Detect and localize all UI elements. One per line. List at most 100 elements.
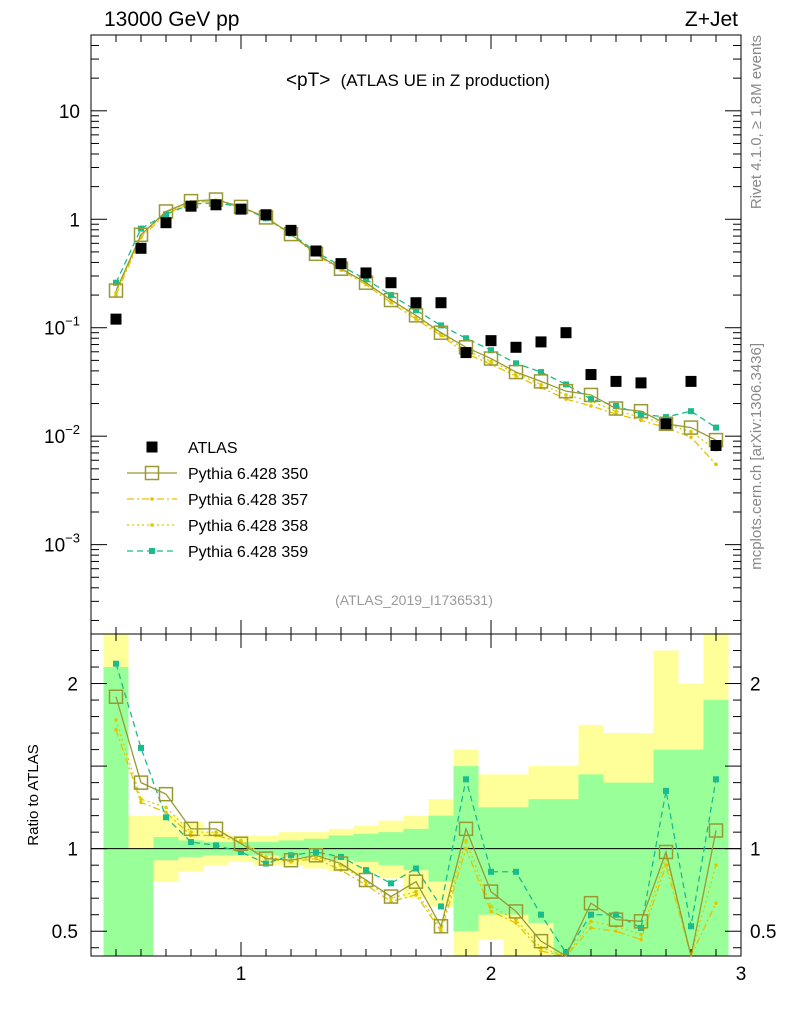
point-p358 bbox=[614, 409, 618, 413]
legend-label: Pythia 6.428 358 bbox=[188, 518, 308, 535]
ratio-point-p359 bbox=[188, 839, 194, 846]
point-atlas bbox=[360, 267, 372, 279]
point-p358 bbox=[564, 393, 568, 397]
point-p358 bbox=[539, 382, 543, 387]
ratio-y-tick-label-right: 1 bbox=[750, 840, 761, 861]
point-atlas bbox=[635, 377, 647, 389]
ratio-point-p358 bbox=[214, 830, 218, 834]
legend-label: Pythia 6.428 359 bbox=[188, 544, 308, 561]
ratio-point-p358 bbox=[589, 919, 593, 924]
ratio-point-p357 bbox=[664, 863, 668, 867]
chart-subtitle: (ATLAS UE in Z production) bbox=[341, 71, 550, 90]
ratio-point-p359 bbox=[588, 911, 594, 918]
ratio-point-p358 bbox=[439, 926, 443, 930]
ratio-point-p350 bbox=[383, 889, 399, 904]
ratio-point-p359 bbox=[563, 949, 569, 956]
ratio-point-p358 bbox=[414, 889, 418, 894]
ratio-line-p350 bbox=[115, 696, 717, 957]
ratio-point-p359 bbox=[538, 911, 544, 918]
series-p357 bbox=[114, 199, 718, 467]
ratio-point-p357 bbox=[589, 926, 593, 930]
band-green-bin bbox=[403, 828, 429, 871]
ratio-point-p359 bbox=[388, 880, 394, 887]
point-p350 bbox=[558, 383, 574, 399]
header-left: 13000 GeV pp bbox=[104, 8, 239, 31]
point-atlas bbox=[285, 224, 297, 236]
point-p359 bbox=[438, 322, 444, 329]
ratio-y-tick-label-right: 0.5 bbox=[750, 922, 776, 943]
ratio-point-p359 bbox=[163, 814, 169, 821]
band-green-bin bbox=[478, 807, 504, 915]
legend-entry-atlas: ATLAS bbox=[146, 440, 238, 457]
ratio-point-p350 bbox=[158, 786, 174, 802]
legend-marker bbox=[146, 441, 158, 453]
point-atlas bbox=[510, 341, 522, 353]
point-atlas bbox=[685, 375, 697, 387]
ratio-point-p359 bbox=[138, 744, 144, 751]
ratio-y-tick-label: 0.5 bbox=[52, 922, 78, 943]
point-p359 bbox=[538, 369, 544, 376]
uncertainty-bands bbox=[103, 634, 729, 956]
ratio-point-p358 bbox=[114, 718, 118, 722]
point-p357 bbox=[589, 404, 593, 408]
ratio-ylabel: Ratio to ATLAS bbox=[25, 744, 42, 845]
point-p359 bbox=[713, 424, 719, 431]
ratio-point-p350 bbox=[308, 848, 324, 863]
legend-label: ATLAS bbox=[188, 440, 238, 457]
chart-title-main: <pT> bbox=[286, 70, 330, 91]
point-p350 bbox=[408, 308, 424, 323]
ratio-series-p358 bbox=[114, 718, 718, 959]
band-green-bin bbox=[103, 667, 129, 956]
point-p359 bbox=[588, 396, 594, 403]
point-atlas bbox=[660, 418, 672, 430]
point-atlas bbox=[610, 375, 622, 387]
ratio-point-p358 bbox=[139, 797, 143, 801]
ratio-point-p357 bbox=[514, 921, 518, 925]
band-green-bin bbox=[553, 799, 579, 956]
series-atlas bbox=[110, 199, 722, 452]
point-p350 bbox=[383, 292, 399, 308]
ratio-point-p350 bbox=[108, 689, 124, 704]
point-p350 bbox=[533, 374, 549, 389]
ratio-point-p358 bbox=[239, 838, 243, 843]
ratio-point-p357 bbox=[614, 929, 618, 934]
legend-label: Pythia 6.428 357 bbox=[188, 492, 308, 509]
ratio-point-p350 bbox=[708, 823, 724, 838]
x-tick-label: 2 bbox=[486, 964, 497, 985]
ratio-point-p350 bbox=[208, 821, 224, 837]
point-atlas bbox=[160, 217, 172, 229]
point-atlas bbox=[135, 242, 147, 254]
point-p350 bbox=[633, 403, 649, 419]
point-p357 bbox=[514, 374, 518, 378]
point-p350 bbox=[583, 387, 599, 403]
ratio-point-p358 bbox=[189, 830, 193, 834]
point-atlas bbox=[560, 327, 572, 339]
ratio-point-p350 bbox=[408, 874, 424, 889]
point-p359 bbox=[163, 211, 169, 218]
band-green-bin bbox=[578, 774, 604, 956]
ratio-point-p357 bbox=[714, 901, 718, 905]
ratio-y-tick-label: 1 bbox=[67, 840, 78, 861]
ratio-point-p357 bbox=[139, 800, 143, 805]
ratio-point-p358 bbox=[714, 863, 718, 867]
point-p359 bbox=[413, 307, 419, 314]
legend-entry-p350: Pythia 6.428 350 bbox=[127, 465, 308, 483]
ratio-point-p359 bbox=[613, 911, 619, 918]
point-atlas bbox=[435, 297, 447, 309]
point-p359 bbox=[388, 292, 394, 299]
ratio-y-tick-label: 2 bbox=[67, 675, 78, 696]
ratio-point-p350 bbox=[583, 895, 599, 911]
ratio-point-p359 bbox=[213, 842, 219, 849]
ratio-point-p350 bbox=[283, 852, 299, 868]
ratio-point-p350 bbox=[533, 933, 549, 949]
ratio-point-p358 bbox=[489, 904, 493, 909]
legend-marker bbox=[150, 523, 154, 527]
ratio-point-p357 bbox=[164, 810, 168, 815]
ratio-point-p358 bbox=[639, 932, 643, 937]
y-tick-label: 1 bbox=[69, 210, 80, 231]
legend-entry-p357: Pythia 6.428 357 bbox=[127, 492, 308, 509]
rivet-label: Rivet 4.1.0, ≥ 1.8M events bbox=[748, 35, 765, 209]
point-p359 bbox=[613, 402, 619, 409]
legend-marker bbox=[150, 497, 154, 501]
ratio-point-p350 bbox=[183, 821, 199, 837]
